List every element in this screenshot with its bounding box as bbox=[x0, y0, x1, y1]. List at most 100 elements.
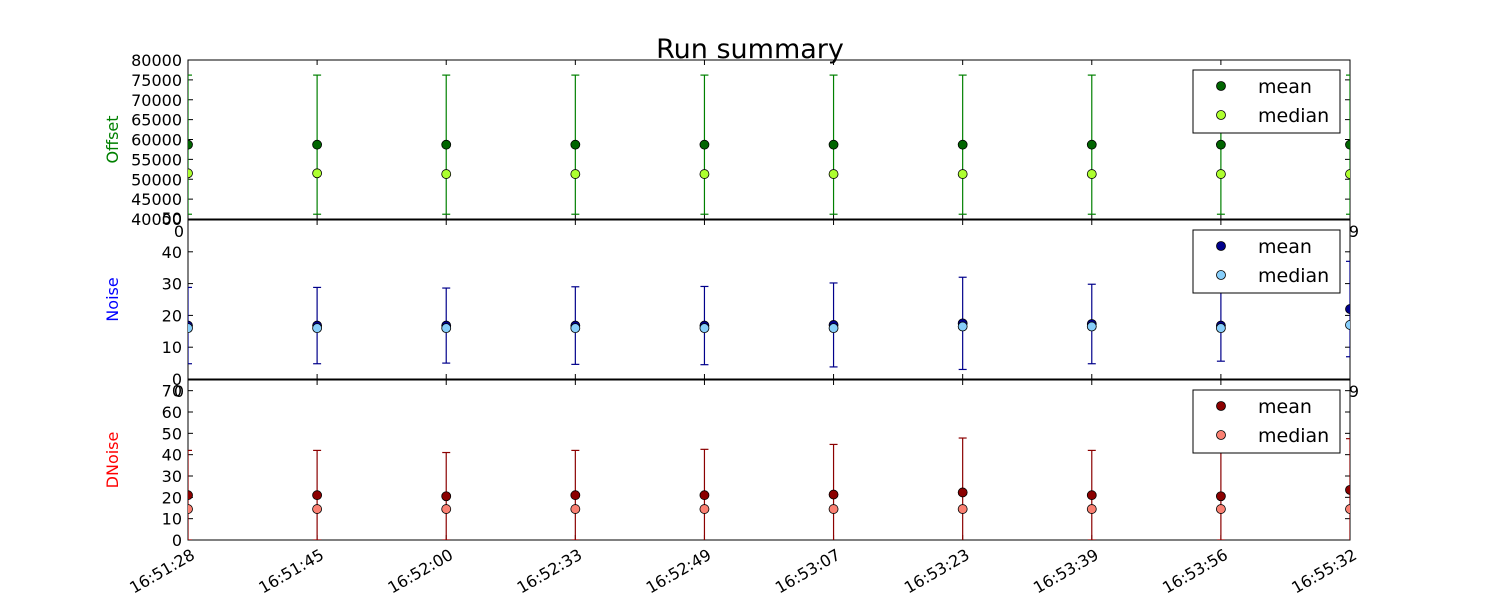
legend-label-median: median bbox=[1258, 105, 1329, 127]
point-median bbox=[1215, 323, 1226, 334]
legend: mean median bbox=[1192, 229, 1341, 294]
point-median bbox=[1345, 504, 1350, 514]
y-tick-label: 30 bbox=[162, 467, 182, 486]
point-median bbox=[828, 169, 839, 179]
x-tick-label: 16:52:33 bbox=[514, 545, 586, 597]
point-mean bbox=[828, 139, 839, 150]
legend-marker-median bbox=[1216, 110, 1226, 120]
point-median bbox=[312, 168, 323, 179]
point-mean bbox=[570, 490, 581, 501]
overlap-tick-label: 9 bbox=[1349, 222, 1359, 241]
point-median bbox=[188, 323, 193, 334]
chart-panels: 4000045000500005500060000650007000075000… bbox=[103, 51, 1360, 597]
point-mean bbox=[441, 491, 452, 502]
y-tick-label: 20 bbox=[162, 488, 182, 507]
y-tick-label: 0 bbox=[172, 370, 182, 389]
point-median bbox=[957, 169, 968, 179]
overlap-tick-label: 0 bbox=[174, 222, 184, 241]
panel-data bbox=[188, 74, 1350, 215]
panel-frame bbox=[187, 379, 1351, 541]
point-median bbox=[699, 504, 710, 514]
x-tick-label: 16:53:56 bbox=[1159, 545, 1231, 597]
point-median bbox=[1086, 321, 1097, 332]
legend-label-median: median bbox=[1258, 265, 1329, 287]
y-tick-label: 40 bbox=[162, 243, 182, 262]
point-mean bbox=[699, 139, 710, 150]
y-tick-label: 60 bbox=[162, 403, 182, 422]
point-mean bbox=[1215, 139, 1226, 150]
point-mean bbox=[1215, 491, 1226, 502]
point-mean bbox=[1345, 484, 1350, 495]
legend-marker-mean bbox=[1216, 81, 1226, 91]
legend-box bbox=[1192, 229, 1341, 294]
overlap-tick-label: 9 bbox=[1349, 382, 1359, 401]
point-median bbox=[188, 168, 193, 179]
point-median bbox=[1086, 169, 1097, 179]
point-mean bbox=[441, 139, 452, 150]
legend: mean median bbox=[1192, 389, 1341, 454]
y-tick-label: 80000 bbox=[131, 51, 182, 70]
point-median bbox=[699, 169, 710, 179]
legend-box bbox=[1192, 69, 1341, 134]
panel-noise: 0 10 20 30 40 Noise mean median bbox=[103, 219, 1351, 389]
point-mean bbox=[957, 139, 968, 150]
y-tick-label: 20 bbox=[162, 306, 182, 325]
y-axis-label: Noise bbox=[103, 277, 122, 321]
point-median bbox=[570, 323, 581, 334]
y-axis-label: DNoise bbox=[103, 432, 122, 489]
point-mean bbox=[1086, 490, 1097, 501]
legend-label-mean: mean bbox=[1258, 236, 1312, 258]
point-mean bbox=[312, 490, 323, 501]
point-median bbox=[1215, 504, 1226, 514]
point-median bbox=[828, 323, 839, 334]
point-mean bbox=[570, 139, 581, 150]
panel-offset: 4000045000500005500060000650007000075000… bbox=[103, 51, 1351, 229]
y-tick-label: 70000 bbox=[131, 91, 182, 110]
y-axis-label: Offset bbox=[103, 115, 122, 163]
point-mean bbox=[188, 139, 193, 150]
point-mean bbox=[312, 139, 323, 150]
point-mean bbox=[957, 487, 968, 498]
legend-label-mean: mean bbox=[1258, 396, 1312, 418]
y-tick-label: 60000 bbox=[131, 131, 182, 150]
point-mean bbox=[1345, 139, 1350, 150]
point-median bbox=[1215, 169, 1226, 179]
x-tick-label: 16:52:49 bbox=[643, 545, 715, 597]
panel-dnoise: 0 10 20 30 40 50 60 70 DNoise mean median bbox=[103, 379, 1351, 550]
point-median bbox=[957, 504, 968, 514]
legend-marker-mean bbox=[1216, 241, 1226, 251]
x-tick-label: 16:53:23 bbox=[901, 545, 973, 597]
legend-box bbox=[1192, 389, 1341, 454]
point-median bbox=[1345, 320, 1350, 330]
overlap-tick-label: 50 bbox=[162, 209, 182, 228]
panel-frame bbox=[187, 219, 1351, 380]
point-median bbox=[441, 504, 452, 514]
point-median bbox=[828, 504, 839, 514]
panel-data bbox=[188, 437, 1350, 540]
y-tick-label: 45000 bbox=[131, 190, 182, 209]
x-tick-label: 16:52:00 bbox=[384, 545, 456, 597]
y-tick-label: 75000 bbox=[131, 71, 182, 90]
y-tick-label: 50000 bbox=[131, 170, 182, 189]
point-median bbox=[312, 504, 323, 514]
x-tick-label: 16:51:45 bbox=[255, 545, 327, 597]
y-tick-label: 55000 bbox=[131, 150, 182, 169]
panel-data bbox=[188, 260, 1350, 371]
point-median bbox=[441, 323, 452, 334]
point-median bbox=[1345, 169, 1350, 179]
legend-label-median: median bbox=[1258, 425, 1329, 447]
point-mean bbox=[1345, 304, 1350, 314]
point-median bbox=[312, 323, 323, 334]
x-tick-label: 16:53:39 bbox=[1030, 545, 1102, 597]
panel-frame bbox=[187, 59, 1351, 220]
overlap-tick-label: 0 bbox=[174, 382, 184, 401]
y-tick-label: 50 bbox=[162, 424, 182, 443]
legend-marker-median bbox=[1216, 270, 1226, 280]
x-tick-label: 16:51:28 bbox=[126, 545, 198, 597]
point-mean bbox=[699, 490, 710, 501]
point-mean bbox=[1086, 139, 1097, 150]
point-median bbox=[570, 169, 581, 179]
point-median bbox=[188, 504, 193, 514]
legend-label-mean: mean bbox=[1258, 76, 1312, 98]
